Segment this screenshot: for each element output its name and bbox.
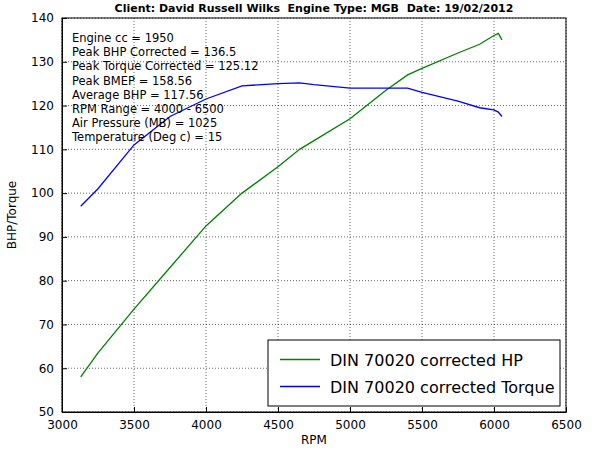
y-tick-mark: [62, 193, 67, 194]
y-tick-label: 140: [31, 11, 54, 25]
x-tick-mark: [494, 407, 495, 412]
x-tick-mark: [278, 407, 279, 412]
legend: DIN 70020 corrected HP DIN 70020 correcte…: [268, 340, 560, 406]
y-tick-label: 120: [31, 99, 54, 113]
y-tick-label: 90: [39, 230, 54, 244]
y-tick-mark: [62, 18, 67, 19]
y-tick: 70: [39, 318, 67, 332]
y-tick: 100: [31, 186, 67, 200]
y-grid-line: [62, 149, 566, 150]
y-tick: 130: [31, 55, 67, 69]
plot-frame: [62, 18, 566, 412]
y-tick-mark: [62, 324, 67, 325]
x-tick: 6000: [479, 407, 510, 432]
y-axis: 50 60 70 80 90 100 110 120 130 140: [31, 11, 67, 419]
background: [0, 0, 600, 450]
y-grid-line: [62, 193, 566, 194]
x-tick-label: 6000: [479, 418, 510, 432]
x-axis: 3000 3500 4000 4500 5000 5500 6000 6500: [47, 407, 582, 432]
annotation: Peak Torque Corrected = 125.12: [72, 59, 258, 73]
y-tick: 120: [31, 99, 67, 113]
legend-swatch: [280, 386, 320, 388]
y-tick-mark: [62, 281, 67, 282]
x-tick: 4000: [191, 407, 222, 432]
y-tick: 110: [31, 143, 67, 157]
x-tick-mark: [422, 407, 423, 412]
x-tick-mark: [566, 407, 567, 412]
y-tick: 90: [39, 230, 67, 244]
x-grid-line: [206, 18, 207, 412]
y-tick-label: 80: [39, 274, 54, 288]
y-tick: 80: [39, 274, 67, 288]
x-tick-label: 3000: [47, 418, 78, 432]
legend-label: DIN 70020 corrected HP: [330, 351, 523, 370]
annotation: RPM Range = 4000 - 6500: [72, 102, 224, 116]
y-axis-title: BHP/Torque: [5, 181, 19, 250]
y-grid-line: [62, 236, 566, 237]
x-axis-line: [63, 412, 567, 413]
legend-box: [268, 340, 560, 406]
x-tick-label: 3500: [119, 418, 150, 432]
y-grid-line: [62, 324, 566, 325]
y-tick-mark: [62, 149, 67, 150]
chart: 3000 3500 4000 4500 5000 5500 6000 6500 50 60 70 80…: [0, 0, 600, 450]
x-tick-label: 6500: [551, 418, 582, 432]
y-tick: 60: [39, 362, 67, 376]
x-tick-mark: [134, 407, 135, 412]
x-tick-mark: [206, 407, 207, 412]
annotation: Peak BMEP = 158.56: [72, 74, 192, 88]
y-tick-mark: [62, 368, 67, 369]
x-tick-label: 4000: [191, 418, 222, 432]
grid: [62, 18, 566, 412]
legend-label: DIN 70020 corrected Torque: [330, 378, 554, 397]
x-axis-title: RPM: [301, 433, 327, 447]
y-tick-label: 60: [39, 362, 54, 376]
y-tick-mark: [62, 237, 67, 238]
y-tick-label: 100: [31, 186, 54, 200]
x-tick: 4500: [263, 407, 294, 432]
y-tick-label: 110: [31, 143, 54, 157]
x-tick: 5000: [335, 407, 366, 432]
x-tick-label: 5500: [407, 418, 438, 432]
x-tick-label: 5000: [335, 418, 366, 432]
chart-title: Client: David Russell Wilks Engine Type:…: [115, 2, 514, 15]
legend-swatch: [280, 359, 320, 361]
annotation: Temperature (Deg c) = 15: [71, 130, 222, 144]
y-tick-label: 130: [31, 55, 54, 69]
y-axis-line: [62, 19, 63, 413]
x-tick-mark: [350, 407, 351, 412]
y-tick-label: 50: [39, 405, 54, 419]
x-tick-label: 4500: [263, 418, 294, 432]
y-tick-label: 70: [39, 318, 54, 332]
y-tick-mark: [62, 106, 67, 107]
y-tick-mark: [62, 62, 67, 63]
annotation: Peak BHP Corrected = 136.5: [72, 45, 236, 59]
y-grid-line: [62, 280, 566, 281]
x-tick: 6500: [551, 407, 582, 432]
y-tick: 140: [31, 11, 67, 25]
annotation: Air Pressure (MB) = 1025: [72, 116, 217, 130]
annotation: Engine cc = 1950: [72, 31, 174, 45]
x-tick: 5500: [407, 407, 438, 432]
y-tick: 50: [39, 405, 67, 419]
y-tick-mark: [62, 412, 67, 413]
annotation: Average BHP = 117.56: [72, 88, 204, 102]
x-tick: 3500: [119, 407, 150, 432]
